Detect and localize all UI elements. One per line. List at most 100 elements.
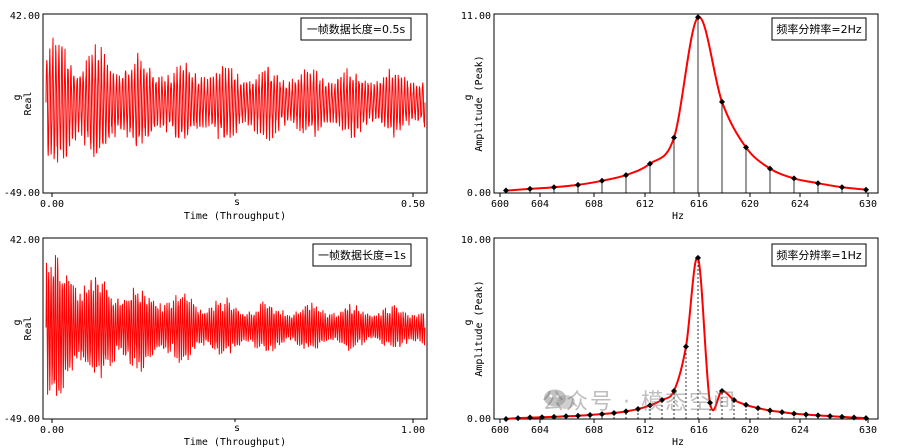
x-tick-label: 600 bbox=[491, 199, 509, 210]
x-tick-label: 612 bbox=[636, 199, 654, 210]
data-point bbox=[587, 412, 593, 419]
x-axis-unit: s bbox=[234, 423, 240, 434]
data-point bbox=[695, 254, 701, 261]
x-tick-label: 0.50 bbox=[401, 199, 425, 210]
x-axis-unit: s bbox=[234, 197, 240, 208]
data-point bbox=[719, 98, 725, 105]
data-point bbox=[755, 405, 761, 412]
data-point bbox=[527, 414, 533, 421]
annotation-box bbox=[771, 17, 867, 41]
x-tick-label: 608 bbox=[585, 425, 603, 436]
data-point bbox=[731, 396, 737, 403]
x-tick-label: 600 bbox=[491, 425, 509, 436]
data-point bbox=[683, 343, 689, 350]
data-point bbox=[599, 177, 605, 184]
y-tick-label: 42.00 bbox=[10, 11, 40, 22]
x-axis-label: Time (Throughput) bbox=[184, 437, 286, 448]
plot-spectrum-2hz: 600 604 608 612 616 620 624 630 Hz 11.00 0.00 Ampli… bbox=[461, 11, 879, 222]
y-tick-label: 0.00 bbox=[467, 414, 491, 425]
annotation-text: 一帧数据长度=0.5s bbox=[307, 22, 406, 36]
data-point bbox=[671, 387, 677, 394]
x-tick-label: 630 bbox=[859, 425, 877, 436]
x-tick-label: 608 bbox=[585, 199, 603, 210]
x-tick-label: 616 bbox=[690, 199, 708, 210]
data-point bbox=[767, 407, 773, 414]
x-axis-label: Time (Throughput) bbox=[184, 211, 286, 222]
data-point bbox=[611, 410, 617, 417]
x-axis-label: Hz bbox=[672, 211, 684, 222]
data-point bbox=[503, 187, 509, 194]
data-point bbox=[707, 399, 713, 406]
y-axis-label: Real bbox=[23, 91, 34, 115]
x-tick-label: 0.00 bbox=[40, 199, 64, 210]
signal-series bbox=[45, 255, 426, 396]
annotation-text: 频率分辨率=2Hz bbox=[776, 22, 861, 36]
y-tick-label: -49.00 bbox=[4, 414, 40, 425]
data-point bbox=[635, 406, 641, 413]
signal-series bbox=[45, 37, 426, 163]
data-point bbox=[599, 411, 605, 418]
data-point bbox=[503, 416, 509, 422]
plot-frame bbox=[493, 237, 879, 420]
x-tick-label: 1.00 bbox=[401, 425, 425, 436]
y-tick-label: 0.00 bbox=[467, 188, 491, 199]
annotation-text: 频率分辨率=1Hz bbox=[776, 248, 861, 262]
data-point bbox=[803, 411, 809, 418]
annotation-box bbox=[300, 17, 412, 41]
data-point bbox=[851, 414, 857, 421]
data-point bbox=[659, 396, 665, 403]
y-tick-label: 42.00 bbox=[10, 235, 40, 246]
x-axis-label: Hz bbox=[672, 437, 684, 448]
data-point bbox=[815, 412, 821, 419]
watermark-text: 公众号 · 模态空间 bbox=[542, 390, 737, 415]
data-point bbox=[551, 184, 557, 191]
x-tick-label: 624 bbox=[791, 199, 809, 210]
data-point bbox=[767, 165, 773, 172]
data-point bbox=[815, 180, 821, 187]
y-axis-label: Amplitude (Peak) bbox=[474, 55, 485, 151]
data-point bbox=[791, 175, 797, 182]
plot-time-0.5s: 0.00 0.50 s Time (Throughput) 42.00 -49.00 Rea… bbox=[4, 11, 428, 222]
x-tick-label: 0.00 bbox=[40, 425, 64, 436]
y-tick-label: 11.00 bbox=[461, 11, 491, 22]
y-axis-label: Amplitude (Peak) bbox=[474, 280, 485, 376]
data-point bbox=[527, 185, 533, 192]
y-axis-unit: g bbox=[463, 319, 474, 325]
data-point bbox=[623, 408, 629, 415]
data-point bbox=[671, 134, 677, 141]
data-point bbox=[539, 414, 545, 421]
data-point bbox=[623, 172, 629, 179]
plot-frame bbox=[493, 13, 879, 194]
data-point bbox=[551, 413, 557, 420]
data-point bbox=[863, 186, 869, 193]
y-tick-label: -49.00 bbox=[4, 188, 40, 199]
annotation-text: 一帧数据长度=1s bbox=[318, 248, 406, 262]
x-tick-label: 604 bbox=[531, 199, 549, 210]
y-tick-label: 10.00 bbox=[461, 235, 491, 246]
data-point bbox=[839, 184, 845, 191]
data-point bbox=[575, 181, 581, 188]
x-tick-label: 624 bbox=[791, 425, 809, 436]
plot-time-1s: 0.00 1.00 s Time (Throughput) 42.00 -49.00 Rea… bbox=[4, 235, 428, 448]
data-point bbox=[719, 387, 725, 394]
x-tick-label: 612 bbox=[636, 425, 654, 436]
annotation-box bbox=[771, 243, 867, 267]
data-point bbox=[695, 14, 701, 21]
data-point bbox=[647, 402, 653, 409]
data-point bbox=[647, 160, 653, 167]
y-axis-unit: g bbox=[12, 319, 23, 325]
plot-spectrum-1hz: 600 604 608 612 616 620 624 630 Hz 10.00 0.00 Ampli… bbox=[461, 235, 879, 448]
data-point bbox=[743, 401, 749, 408]
spectrum-series bbox=[505, 16, 867, 192]
data-point bbox=[563, 413, 569, 420]
data-point bbox=[827, 413, 833, 420]
y-axis-unit: g bbox=[12, 94, 23, 100]
x-tick-label: 620 bbox=[741, 425, 759, 436]
data-point bbox=[791, 410, 797, 417]
data-point bbox=[515, 415, 521, 422]
y-axis-unit: g bbox=[463, 94, 474, 100]
x-tick-label: 604 bbox=[531, 425, 549, 436]
data-point bbox=[575, 412, 581, 419]
data-point bbox=[743, 144, 749, 151]
